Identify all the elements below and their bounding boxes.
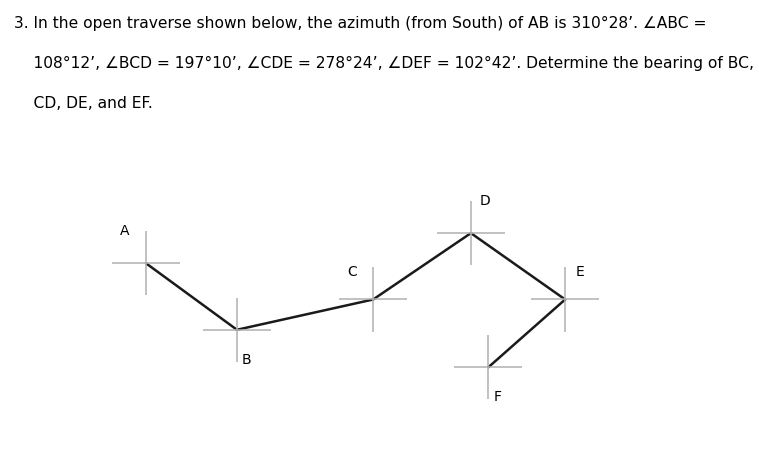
- Text: 3. In the open traverse shown below, the azimuth (from South) of AB is 310°28’. : 3. In the open traverse shown below, the…: [14, 16, 706, 31]
- Text: CD, DE, and EF.: CD, DE, and EF.: [14, 96, 153, 111]
- Text: C: C: [347, 265, 357, 279]
- Text: D: D: [479, 194, 490, 208]
- Text: E: E: [576, 265, 584, 279]
- Text: B: B: [241, 353, 251, 366]
- Text: F: F: [493, 390, 502, 404]
- Text: 108°12’, ∠BCD = 197°10’, ∠CDE = 278°24’, ∠DEF = 102°42’. Determine the bearing o: 108°12’, ∠BCD = 197°10’, ∠CDE = 278°24’,…: [14, 56, 754, 71]
- Text: A: A: [120, 224, 130, 238]
